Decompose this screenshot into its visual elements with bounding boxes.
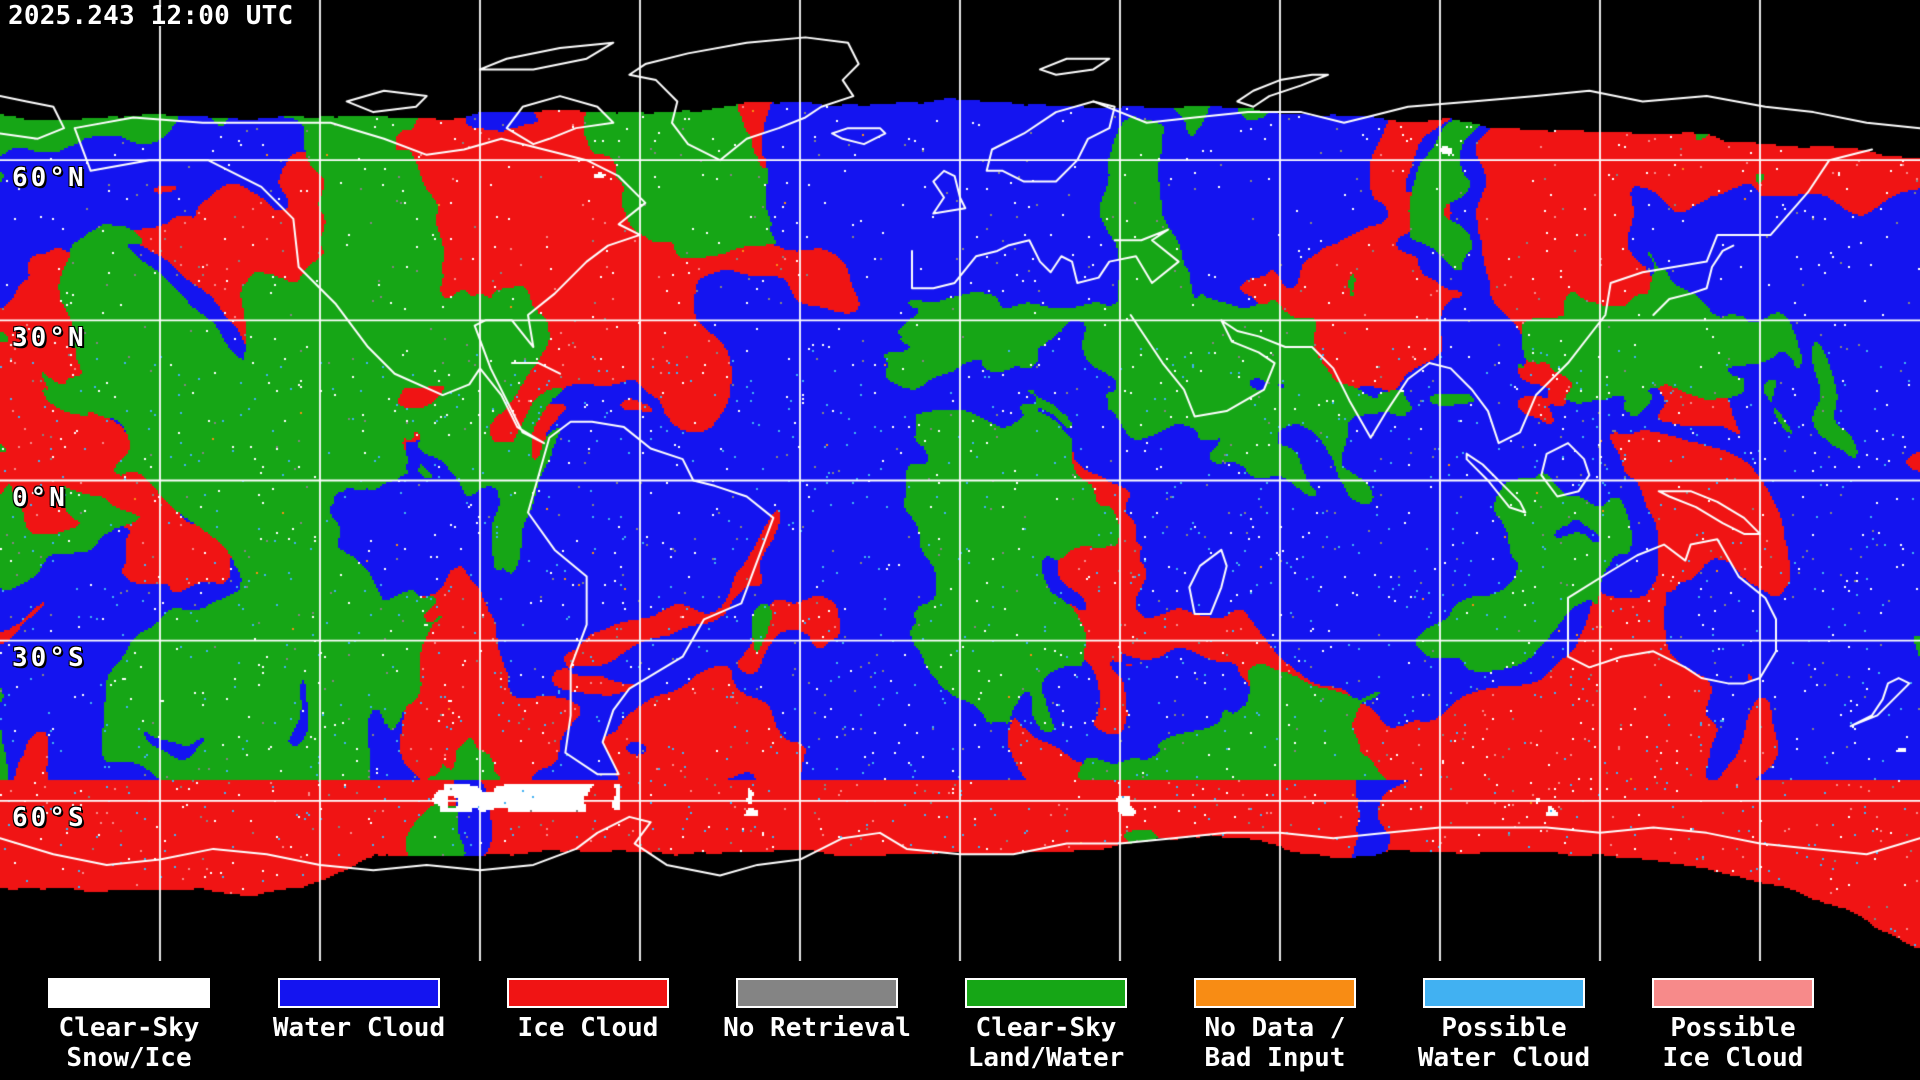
legend-item-no-retrieval: No Retrieval bbox=[702, 961, 932, 1043]
lat-label-30n: 30°N bbox=[12, 323, 87, 353]
no-data-bad-input-swatch bbox=[1194, 978, 1356, 1008]
legend-item-clear-sky-land-water: Clear-Sky Land/Water bbox=[931, 961, 1161, 1073]
legend-label: Bad Input bbox=[1204, 1043, 1346, 1073]
timestamp: 2025.243 12:00 UTC bbox=[8, 1, 294, 31]
legend-label: Water Cloud bbox=[272, 1013, 446, 1043]
ice-cloud-swatch bbox=[507, 978, 669, 1008]
possible-water-cloud-swatch bbox=[1423, 978, 1585, 1008]
clear-sky-land-water-swatch bbox=[965, 978, 1127, 1008]
clear-sky-snow-ice-swatch bbox=[48, 978, 210, 1008]
legend-label: Land/Water bbox=[967, 1043, 1125, 1073]
legend-item-ice-cloud: Ice Cloud bbox=[473, 961, 703, 1043]
legend-item-possible-ice-cloud: Possible Ice Cloud bbox=[1618, 961, 1848, 1073]
no-retrieval-swatch bbox=[736, 978, 898, 1008]
lat-label-60n: 60°N bbox=[12, 163, 87, 193]
lat-label-0n: 0°N bbox=[12, 483, 68, 513]
legend-label: Snow/Ice bbox=[66, 1043, 192, 1073]
legend-label: Possible bbox=[1441, 1013, 1567, 1043]
lat-label-30s: 30°S bbox=[12, 643, 87, 673]
legend-label: No Retrieval bbox=[723, 1013, 911, 1043]
legend-item-clear-sky-snow-ice: Clear-Sky Snow/Ice bbox=[14, 961, 244, 1073]
legend-label: Water Cloud bbox=[1417, 1043, 1591, 1073]
legend-item-water-cloud: Water Cloud bbox=[244, 961, 474, 1043]
legend-label: No Data / bbox=[1204, 1013, 1346, 1043]
legend-label: Possible bbox=[1670, 1013, 1796, 1043]
legend-label: Clear-Sky bbox=[975, 1013, 1117, 1043]
legend-item-no-data-bad-input: No Data / Bad Input bbox=[1160, 961, 1390, 1073]
possible-ice-cloud-swatch bbox=[1652, 978, 1814, 1008]
legend-label: Ice Cloud bbox=[517, 1013, 659, 1043]
legend-label: Clear-Sky bbox=[58, 1013, 200, 1043]
legend: Clear-Sky Snow/Ice Water Cloud Ice Cloud… bbox=[0, 961, 1920, 1080]
water-cloud-swatch bbox=[278, 978, 440, 1008]
legend-label: Ice Cloud bbox=[1662, 1043, 1804, 1073]
cloud-mask-map bbox=[0, 0, 1920, 961]
legend-item-possible-water-cloud: Possible Water Cloud bbox=[1389, 961, 1619, 1073]
lat-label-60s: 60°S bbox=[12, 803, 87, 833]
